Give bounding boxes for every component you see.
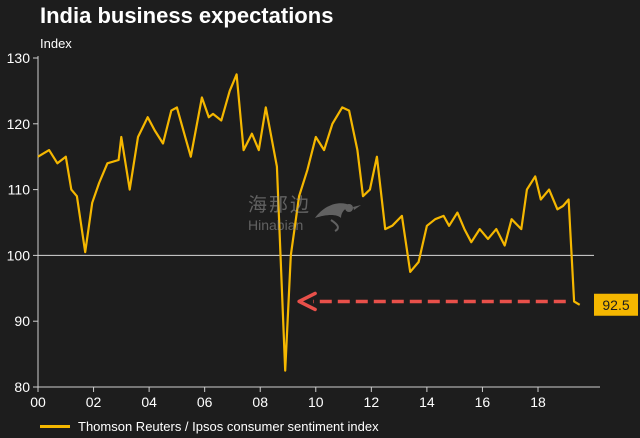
series-group [37, 73, 581, 372]
y-tick-label: 130 [7, 50, 31, 66]
x-tick-label: 14 [419, 394, 435, 410]
series-line [37, 73, 581, 372]
legend-label: Thomson Reuters / Ipsos consumer sentime… [78, 419, 379, 434]
y-tick-label: 110 [8, 182, 31, 198]
watermark-cn-text: 海那边 [248, 195, 312, 216]
x-tick-label: 18 [530, 394, 546, 410]
x-tick-label: 10 [308, 394, 324, 410]
watermark-en-text: Hinabian [248, 217, 304, 233]
annotations-group: 92.5 [297, 291, 638, 316]
chart-legend: Thomson Reuters / Ipsos consumer sentime… [40, 419, 379, 434]
legend-swatch [40, 425, 70, 428]
watermark: 海那边 Hinabian [248, 196, 363, 232]
y-tick-label: 120 [7, 116, 31, 132]
y-tick-label: 90 [14, 313, 30, 329]
x-tick-label: 06 [197, 394, 213, 410]
trend-arrow-head [297, 291, 317, 312]
y-tick-label: 80 [14, 379, 30, 395]
value-callout-label: 92.5 [602, 297, 629, 313]
x-tick-label: 12 [364, 394, 380, 410]
x-tick-label: 08 [252, 394, 268, 410]
x-tick-label: 00 [30, 394, 46, 410]
bird-logo-icon [315, 203, 362, 232]
x-tick-label: 04 [141, 394, 157, 410]
x-tick-label: 02 [86, 394, 102, 410]
y-tick-label: 100 [7, 247, 31, 263]
chart-title: India business expectations [40, 3, 334, 28]
y-axis-unit-label: Index [40, 36, 72, 51]
x-tick-label: 16 [475, 394, 491, 410]
chart-axes: 80 90 100 110 120 130 00 02 04 06 08 10 12 14 16 18 [7, 50, 600, 410]
value-callout-box [594, 293, 638, 316]
